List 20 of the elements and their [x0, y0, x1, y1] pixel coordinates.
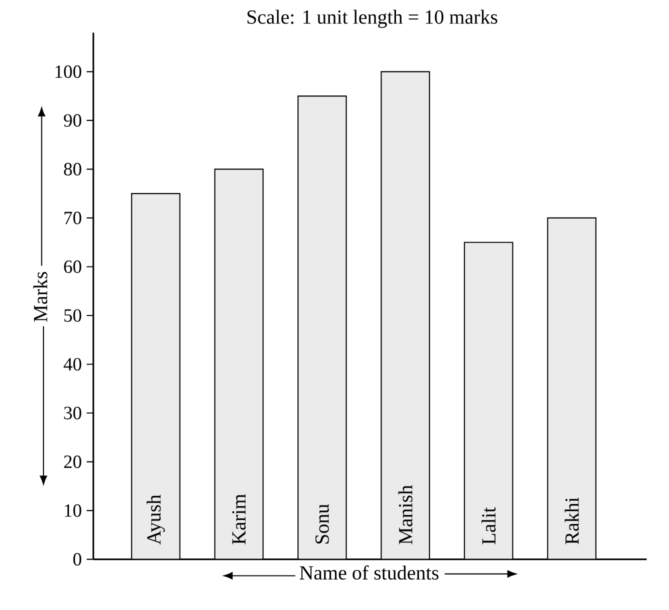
y-tick-label: 60 [64, 260, 82, 274]
x-tick-label: Lalit [482, 507, 496, 544]
text: Scale: 1 unit length = 10 marks [248, 10, 498, 28]
x-tick-label: Sonu [315, 504, 329, 544]
y-tick-label: 40 [64, 358, 82, 371]
x-tick-label: Manish [398, 485, 412, 544]
y-tick-label: 0 [73, 553, 82, 566]
y-axis-title: Marks [33, 272, 48, 322]
x-tick-label: Rakhi [564, 497, 579, 544]
x-tick-label: Karim [232, 494, 246, 544]
y-tick-label: 20 [64, 455, 82, 468]
y-tick-label: 90 [64, 114, 82, 127]
y-tick-label: 80 [64, 162, 82, 176]
y-tick-label: 10 [64, 504, 82, 517]
x-tick-label: Ayush [146, 494, 165, 545]
y-tick-label: 50 [64, 309, 82, 322]
y-tick-label: 100 [56, 65, 82, 78]
y-tick-label: 70 [64, 212, 82, 224]
x-axis-title: Name of students [300, 565, 438, 580]
y-tick-label: 30 [64, 406, 82, 420]
